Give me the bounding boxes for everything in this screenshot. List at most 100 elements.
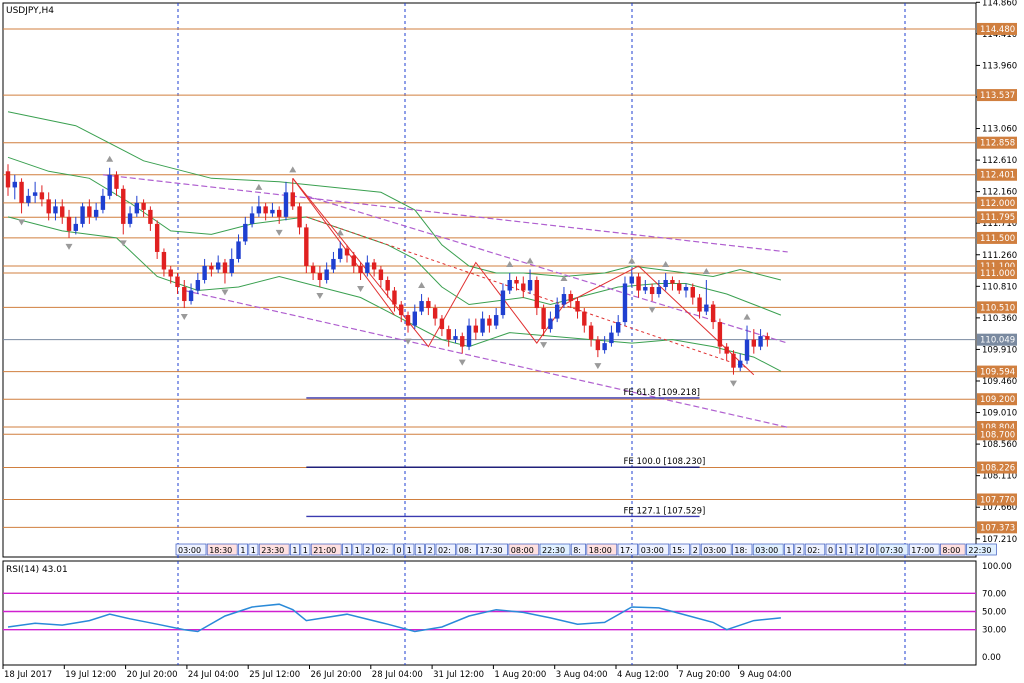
session-box[interactable] xyxy=(836,543,846,556)
candle-bull[interactable] xyxy=(249,213,255,224)
candle-bear[interactable] xyxy=(521,283,526,291)
candle-bull[interactable] xyxy=(215,262,221,270)
candle-bull[interactable] xyxy=(643,287,648,291)
candle-bear[interactable] xyxy=(87,206,92,217)
candle-bull[interactable] xyxy=(127,213,133,224)
candle-bear[interactable] xyxy=(39,192,45,200)
candle-bull[interactable] xyxy=(480,318,485,333)
zigzag-line[interactable] xyxy=(292,177,755,376)
candle-bull[interactable] xyxy=(26,195,31,203)
candle-bull[interactable] xyxy=(554,304,560,319)
candle-bear[interactable] xyxy=(351,255,356,266)
candle-bull[interactable] xyxy=(453,336,458,340)
candle-bull[interactable] xyxy=(229,258,234,273)
candle-bull[interactable] xyxy=(236,241,241,259)
candle-bear[interactable] xyxy=(534,280,540,309)
candle-bear[interactable] xyxy=(141,202,146,210)
candle-bull[interactable] xyxy=(100,195,106,210)
candle-bear[interactable] xyxy=(358,265,363,273)
candle-bull[interactable] xyxy=(270,209,275,214)
candle-bear[interactable] xyxy=(595,339,601,351)
candle-bear[interactable] xyxy=(114,174,119,189)
candle-bear[interactable] xyxy=(371,262,377,270)
candle-bull[interactable] xyxy=(12,181,17,188)
candle-bull[interactable] xyxy=(466,325,472,347)
session-box[interactable] xyxy=(248,543,259,556)
session-box[interactable] xyxy=(425,543,436,556)
candle-bear[interactable] xyxy=(392,290,397,305)
candle-bear[interactable] xyxy=(317,272,323,280)
candle-bear[interactable] xyxy=(344,248,350,256)
candle-bear[interactable] xyxy=(5,171,11,188)
session-box[interactable] xyxy=(404,543,415,556)
candle-bear[interactable] xyxy=(263,206,268,214)
session-box[interactable] xyxy=(784,543,794,556)
candle-bear[interactable] xyxy=(514,280,519,284)
session-box[interactable] xyxy=(570,543,586,556)
candle-bear[interactable] xyxy=(439,318,445,330)
candle-bear[interactable] xyxy=(297,206,302,228)
candle-bear[interactable] xyxy=(378,269,384,280)
session-box[interactable] xyxy=(867,543,878,556)
candle-bull[interactable] xyxy=(134,202,140,214)
candle-bull[interactable] xyxy=(107,174,112,196)
candle-bull[interactable] xyxy=(195,280,201,291)
session-box[interactable] xyxy=(258,543,290,556)
candle-bear[interactable] xyxy=(222,262,228,273)
candle-bear[interactable] xyxy=(670,280,675,284)
session-box[interactable] xyxy=(752,543,784,556)
candle-bull[interactable] xyxy=(758,336,763,347)
candle-bull[interactable] xyxy=(53,206,58,214)
candle-bear[interactable] xyxy=(582,311,587,326)
candle-bull[interactable] xyxy=(738,360,743,368)
session-box[interactable] xyxy=(732,543,753,556)
candle-bull[interactable] xyxy=(622,283,628,323)
candle-bear[interactable] xyxy=(399,304,404,316)
candle-bear[interactable] xyxy=(588,325,594,340)
session-box[interactable] xyxy=(539,543,571,556)
session-box[interactable] xyxy=(373,543,394,556)
candle-bull[interactable] xyxy=(93,209,99,217)
candle-bear[interactable] xyxy=(487,318,492,326)
session-box[interactable] xyxy=(300,543,311,556)
session-box[interactable] xyxy=(310,543,342,556)
candle-bull[interactable] xyxy=(419,301,424,312)
candle-bear[interactable] xyxy=(426,301,431,309)
session-box[interactable] xyxy=(175,543,207,556)
fib-swing-line[interactable] xyxy=(292,178,395,316)
candle-bear[interactable] xyxy=(724,346,729,354)
session-box[interactable] xyxy=(966,543,997,556)
candle-bear[interactable] xyxy=(446,329,451,340)
candle-bull[interactable] xyxy=(324,269,329,280)
session-box[interactable] xyxy=(794,543,805,556)
session-box[interactable] xyxy=(586,543,618,556)
candle-bear[interactable] xyxy=(121,188,126,224)
session-box[interactable] xyxy=(477,543,508,556)
candle-bear[interactable] xyxy=(161,251,167,270)
session-box[interactable] xyxy=(669,543,690,556)
session-box[interactable] xyxy=(206,543,238,556)
session-box[interactable] xyxy=(456,543,477,556)
candle-bull[interactable] xyxy=(548,318,553,330)
candle-bear[interactable] xyxy=(168,269,173,277)
session-box[interactable] xyxy=(877,543,909,556)
candle-bear[interactable] xyxy=(277,209,282,217)
candle-bull[interactable] xyxy=(527,280,533,291)
session-box[interactable] xyxy=(700,543,732,556)
candle-bear[interactable] xyxy=(385,280,390,291)
candle-bear[interactable] xyxy=(19,181,24,203)
session-box[interactable] xyxy=(804,543,826,556)
candle-bear[interactable] xyxy=(636,276,641,291)
session-box[interactable] xyxy=(435,543,456,556)
candle-bull[interactable] xyxy=(365,262,370,273)
candle-bear[interactable] xyxy=(765,336,770,340)
candle-bull[interactable] xyxy=(629,276,634,284)
candle-bear[interactable] xyxy=(66,216,72,231)
candle-bear[interactable] xyxy=(290,192,295,207)
candle-bear[interactable] xyxy=(690,287,695,298)
candle-bear[interactable] xyxy=(182,287,187,302)
candle-bull[interactable] xyxy=(73,223,78,231)
session-box[interactable] xyxy=(508,543,540,556)
candle-bull[interactable] xyxy=(338,248,343,259)
